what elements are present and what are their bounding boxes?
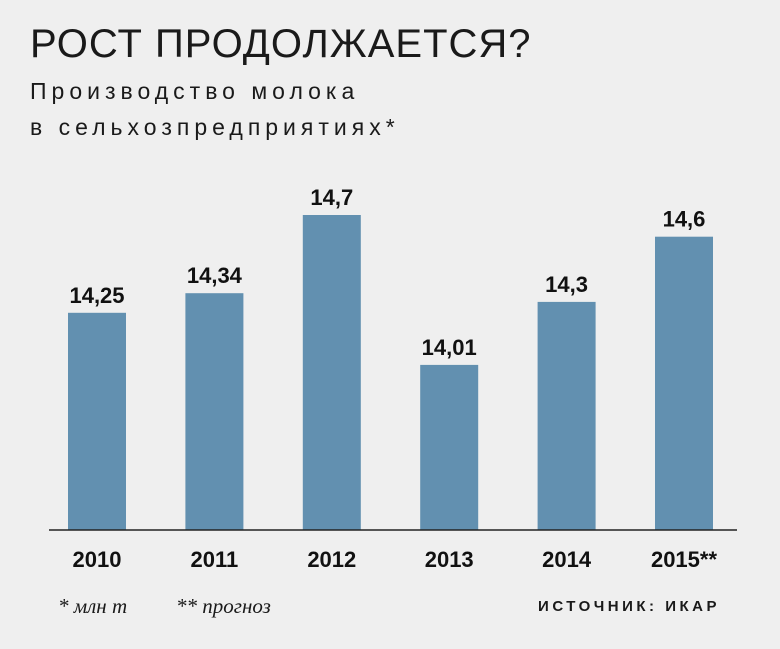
chart-title: РОСТ ПРОДОЛЖАЕТСЯ?	[30, 22, 532, 66]
chart-subtitle-line1: Производство молока	[30, 78, 360, 104]
bars-group	[68, 215, 713, 530]
bar-2011	[185, 293, 244, 530]
value-label: 14,3	[545, 272, 588, 297]
value-label: 14,6	[663, 207, 706, 232]
category-label: 2012	[307, 547, 356, 572]
category-label: 2011	[191, 547, 239, 572]
bar-2012	[302, 215, 361, 530]
value-label: 14,01	[422, 335, 477, 360]
category-label: 2014	[542, 547, 592, 572]
category-label: 2015**	[651, 547, 718, 572]
category-label: 2010	[73, 547, 122, 572]
category-labels-group: 2010 2011 2012 2013 2014 2015**	[73, 547, 718, 572]
footnote-forecast: ** прогноз	[176, 594, 271, 618]
bar-2010	[68, 312, 126, 530]
value-label: 14,7	[310, 185, 353, 210]
footnote-unit: * млн т	[58, 594, 128, 618]
category-label: 2013	[425, 547, 474, 572]
value-labels-group: 14,25 14,34 14,7 14,01 14,3 14,6	[69, 185, 705, 360]
chart-subtitle-line2: в сельхозпредприятиях*	[30, 114, 400, 140]
source-label: ИСТОЧНИК: ИКАР	[538, 598, 720, 615]
value-label: 14,34	[187, 263, 243, 288]
bar-2015	[655, 236, 713, 530]
bar-2014	[537, 301, 596, 530]
value-label: 14,25	[69, 283, 124, 308]
bar-2013	[420, 364, 479, 530]
